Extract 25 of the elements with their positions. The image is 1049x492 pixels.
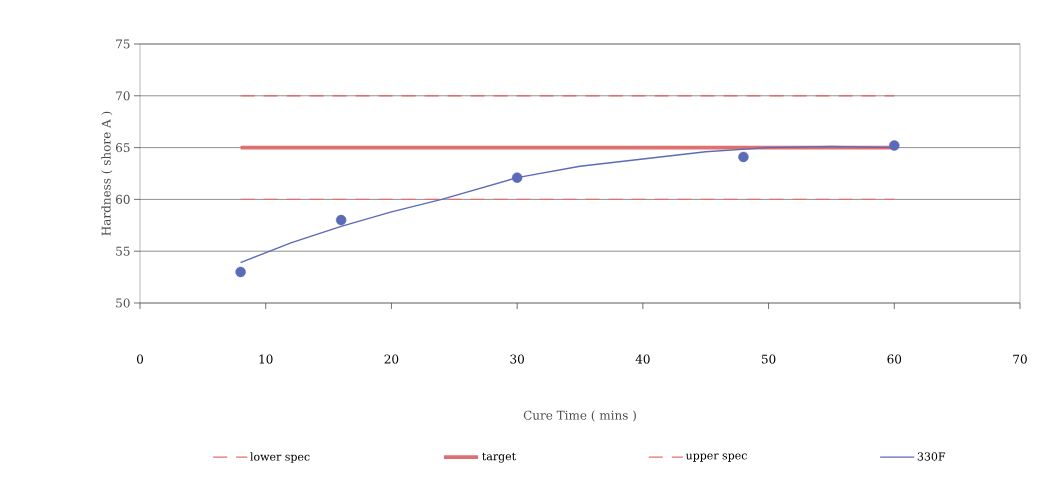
y-tick-label: 60: [116, 194, 130, 204]
legend-label: 330F: [917, 452, 946, 461]
x-axis-title: Cure Time ( mins ): [523, 410, 636, 422]
x-tick-label: 50: [761, 354, 776, 364]
point: [235, 266, 246, 278]
x-tick-label: 40: [635, 354, 650, 364]
y-tick-label: 65: [116, 143, 130, 153]
legend-label: target: [482, 452, 516, 463]
x-tick-label: 20: [384, 354, 399, 364]
y-axis-title: Hardness ( shore A ): [101, 111, 113, 236]
y-tick-label: 50: [116, 298, 130, 308]
x-tick-label: 70: [1013, 354, 1027, 364]
legend-label: lower spec: [250, 452, 310, 463]
y-tick-label: 70: [116, 91, 130, 101]
point: [335, 214, 347, 226]
x-tick-label: 10: [259, 354, 273, 364]
x-tick-label: 0: [136, 354, 144, 364]
legend-label: upper spec: [685, 453, 747, 462]
x-tick-label: 30: [510, 354, 524, 364]
y-tick-label: 55: [116, 246, 130, 256]
point: [889, 140, 900, 151]
point: [738, 151, 749, 163]
point: [511, 172, 523, 183]
x-tick-label: 60: [887, 354, 902, 364]
y-tick-label: 75: [116, 39, 130, 49]
